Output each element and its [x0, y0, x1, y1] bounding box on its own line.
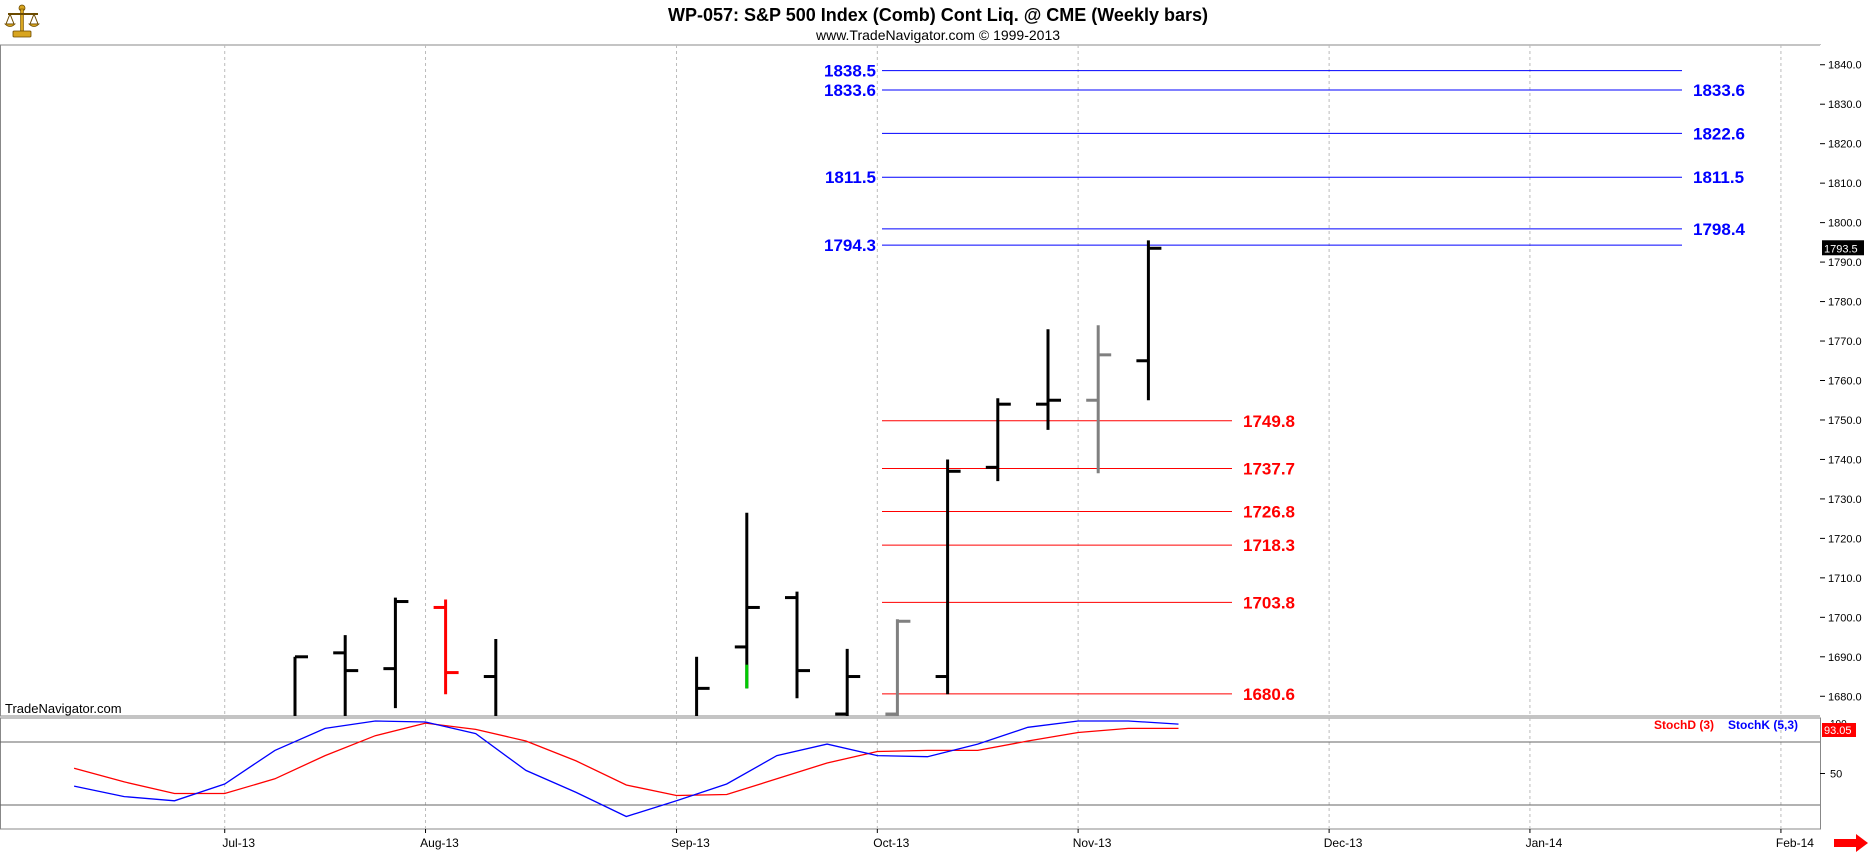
- y-tick-label: 1740.0: [1828, 454, 1862, 466]
- last-price-badge: [1822, 240, 1864, 256]
- y-tick-label: 1700.0: [1828, 612, 1862, 624]
- x-tick-label: Jan-14: [1526, 836, 1563, 850]
- scroll-right-arrow-icon[interactable]: [1834, 834, 1868, 852]
- resistance-label-left: 1833.6: [824, 81, 876, 100]
- y-tick-label: 1710.0: [1828, 573, 1862, 585]
- resistance-label-left: 1811.5: [825, 168, 876, 187]
- y-tick-label: 1770.0: [1828, 336, 1862, 348]
- y-tick-label: 1820.0: [1828, 139, 1862, 151]
- stoch-y-tick-label: 50: [1830, 769, 1842, 781]
- x-tick-label: Dec-13: [1324, 836, 1363, 850]
- support-label: 1749.8: [1243, 412, 1295, 431]
- y-tick-label: 1680.0: [1828, 691, 1862, 703]
- stoch-series-line: [73, 720, 1179, 818]
- resistance-label-left: 1794.3: [824, 236, 876, 255]
- x-tick-label: Jul-13: [222, 836, 255, 850]
- stoch-series-line: [73, 722, 1179, 797]
- support-label: 1703.8: [1243, 593, 1295, 612]
- x-tick-label: Feb-14: [1776, 836, 1814, 850]
- resistance-label-right: 1833.6: [1693, 81, 1745, 100]
- scales-logo-icon[interactable]: [4, 4, 40, 38]
- stochastic-panel-frame: [0, 717, 1821, 830]
- last-price-label: 1793.5: [1824, 243, 1858, 255]
- stochastic-panel: 50100StochD (3)StochK (5,3)93.05: [0, 717, 1856, 830]
- y-tick-label: 1830.0: [1828, 99, 1862, 111]
- stoch-last-badge: [1822, 723, 1856, 737]
- resistance-label-right: 1811.5: [1693, 168, 1744, 187]
- y-tick-label: 1790.0: [1828, 257, 1862, 269]
- price-panel: 1680.0 1690.0 1700.0 1710.0 1720.0 1730.0 1740…: [0, 44, 1876, 829]
- stoch-legend-item: StochK (5,3): [1728, 718, 1798, 732]
- stoch-legend-item: StochD (3): [1654, 718, 1714, 732]
- y-tick-label: 1800.0: [1828, 218, 1862, 230]
- y-tick-label: 1840.0: [1828, 60, 1862, 72]
- y-tick-label: 1720.0: [1828, 533, 1862, 545]
- y-tick-label: 1690.0: [1828, 652, 1862, 664]
- x-tick-label: Aug-13: [420, 836, 459, 850]
- x-tick-label: Oct-13: [873, 836, 909, 850]
- x-tick-label: Nov-13: [1073, 836, 1112, 850]
- watermark-label: TradeNavigator.com: [5, 701, 122, 716]
- stoch-last-label: 93.05: [1824, 725, 1852, 737]
- support-label: 1680.6: [1243, 685, 1295, 704]
- chart-subtitle: www.TradeNavigator.com © 1999-2013: [815, 27, 1060, 43]
- resistance-label-left: 1838.5: [824, 62, 876, 81]
- support-label: 1737.7: [1243, 460, 1295, 479]
- price-panel-frame: [0, 44, 1821, 717]
- support-label: 1726.8: [1243, 503, 1295, 522]
- y-tick-label: 1760.0: [1828, 376, 1862, 388]
- y-tick-label: 1750.0: [1828, 415, 1862, 427]
- support-label: 1718.3: [1243, 536, 1295, 555]
- x-axis: Jul-13 Aug-13 Sep-13 Oct-13 Nov-13 Dec-13 Jan-…: [222, 829, 1814, 850]
- y-axis-area: [1820, 45, 1876, 829]
- resistance-label-right: 1822.6: [1693, 124, 1745, 143]
- chart-title: WP-057: S&P 500 Index (Comb) Cont Liq. @…: [668, 5, 1208, 25]
- y-tick-label: 1730.0: [1828, 494, 1862, 506]
- x-tick-label: Sep-13: [671, 836, 710, 850]
- y-tick-label: 1810.0: [1828, 178, 1862, 190]
- y-tick-label: 1780.0: [1828, 297, 1862, 309]
- resistance-label-right: 1798.4: [1693, 220, 1746, 239]
